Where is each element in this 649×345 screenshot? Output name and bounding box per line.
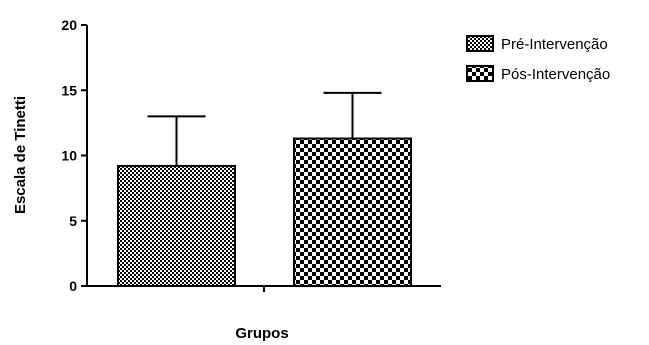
bar-1 [293, 137, 412, 287]
y-axis-title: Escala de Tinetti [12, 96, 29, 214]
legend-label-pre: Pré-Intervenção [501, 36, 608, 53]
y-tick-label: 20 [61, 17, 77, 33]
legend-swatch-pre [466, 35, 494, 52]
y-tick-label: 10 [61, 148, 77, 164]
bars [117, 137, 412, 287]
legend-label-pos: Pós-Intervenção [501, 66, 610, 83]
bar-0 [117, 164, 236, 287]
legend-swatch-pos [466, 65, 494, 82]
y-ticks: 0 5 10 15 20 [61, 17, 87, 294]
y-tick-label: 5 [69, 213, 77, 229]
y-tick-label: 0 [69, 278, 77, 294]
error-bars [147, 91, 382, 166]
legend: Pré-Intervenção Pós-Intervenção [466, 35, 610, 83]
y-tick-label: 15 [61, 82, 77, 98]
x-axis-title: Grupos [235, 325, 288, 342]
